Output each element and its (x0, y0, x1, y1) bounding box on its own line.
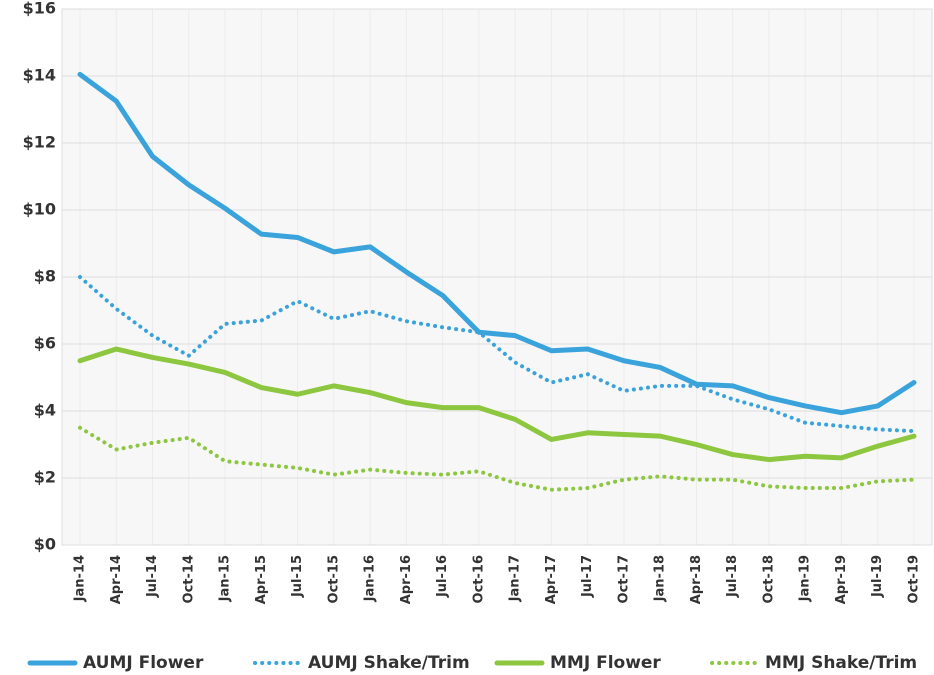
y-tick-label: $14 (23, 66, 56, 85)
y-tick-label: $16 (23, 0, 56, 18)
x-tick-label: Oct-19 (907, 555, 922, 603)
x-tick-label: Apr-17 (544, 555, 559, 604)
x-tick-label: Apr-19 (834, 555, 849, 604)
y-tick-label: $6 (34, 334, 56, 353)
x-tick-label: Jan-18 (653, 555, 668, 602)
y-tick-label: $10 (23, 200, 56, 219)
x-tick-label: Oct-16 (471, 555, 486, 603)
x-tick-label: Apr-18 (689, 555, 704, 604)
x-tick-label: Oct-17 (616, 555, 631, 603)
x-tick-label: Oct-18 (761, 555, 776, 603)
x-tick-label: Jul-17 (580, 555, 595, 598)
series-line (77, 346, 917, 463)
x-tick-label: Oct-14 (181, 555, 196, 603)
x-tick-label: Jul-15 (290, 555, 305, 598)
x-tick-label: Jul-14 (145, 555, 160, 598)
y-tick-label: $2 (34, 468, 56, 487)
x-tick-label: Jul-18 (725, 555, 740, 598)
legend-label: AUMJ Flower (83, 653, 204, 673)
series-line (78, 425, 916, 492)
x-tick-label: Jul-16 (435, 555, 450, 598)
legend-label: MMJ Flower (550, 653, 661, 673)
x-tick-label: Jan-15 (218, 555, 233, 602)
y-tick-label: $0 (34, 535, 56, 554)
series-line (77, 71, 917, 416)
legend-label: MMJ Shake/Trim (765, 653, 917, 673)
x-tick-label: Oct-15 (326, 555, 341, 603)
y-tick-label: $8 (34, 267, 56, 286)
x-tick-label: Jan-19 (798, 555, 813, 602)
legend-label: AUMJ Shake/Trim (308, 653, 470, 673)
x-tick-label: Apr-15 (254, 555, 269, 604)
x-tick-label: Apr-16 (399, 555, 414, 604)
y-tick-label: $4 (34, 401, 56, 420)
x-tick-label: Jan-17 (508, 555, 523, 602)
x-tick-label: Jul-19 (870, 555, 885, 598)
y-tick-label: $12 (23, 133, 56, 152)
x-tick-label: Apr-14 (109, 555, 124, 604)
x-tick-label: Jan-14 (73, 555, 88, 602)
x-tick-label: Jan-16 (363, 555, 378, 602)
